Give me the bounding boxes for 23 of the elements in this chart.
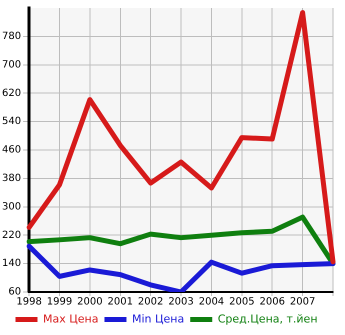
x-tick-label: 1998	[16, 296, 42, 308]
y-tick-label: 60	[8, 286, 22, 298]
y-tick-label: 460	[2, 144, 22, 156]
x-tick-label: 2003	[168, 296, 194, 308]
x-tick-label: 2007	[290, 296, 316, 308]
legend-label: Сред.Цена, т.йен	[218, 312, 318, 326]
y-tick-label: 540	[2, 116, 22, 128]
y-tick-label: 300	[2, 201, 22, 212]
x-tick-label: 2000	[77, 296, 103, 308]
y-tick-label: 780	[2, 30, 22, 42]
x-tick-label: 2006	[259, 296, 285, 308]
x-tick-label: 2002	[138, 296, 164, 308]
legend-label: Min Цена	[132, 312, 184, 326]
legend-label: Max Цена	[42, 312, 98, 326]
y-tick-label: 220	[2, 230, 22, 241]
y-tick-label: 700	[2, 59, 22, 70]
x-tick-label: 2004	[198, 296, 224, 308]
y-tick-label: 620	[2, 88, 22, 99]
y-tick-label: 380	[2, 172, 22, 184]
x-tick-label: 2005	[229, 296, 255, 308]
x-tick-label: 2001	[108, 296, 133, 308]
y-tick-label: 140	[2, 258, 22, 270]
x-tick-label: 1999	[46, 296, 72, 308]
